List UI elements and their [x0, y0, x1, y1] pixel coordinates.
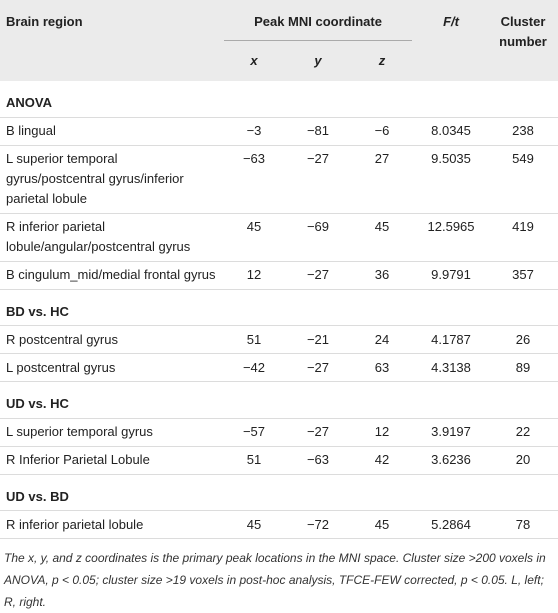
data-row: R postcentral gyrus 51 −21 24 4.1787 26: [0, 326, 558, 354]
value-cell: −72: [306, 516, 330, 532]
value-cell: 20: [515, 452, 531, 467]
value-cell: −3: [246, 123, 262, 138]
section-row: BD vs. HC: [0, 289, 558, 326]
value-cell: 45: [374, 516, 390, 532]
value-cell: 45: [374, 219, 390, 234]
value-cell: 238: [512, 123, 534, 138]
value-cell: −27: [306, 151, 330, 166]
value-cell: −63: [242, 151, 266, 166]
value-cell: 51: [246, 452, 262, 467]
section-title: BD vs. HC: [6, 303, 69, 319]
header-cell: x: [250, 53, 258, 68]
value-cell: 51: [246, 331, 262, 347]
value-cell: 26: [515, 331, 531, 347]
header-cell: z: [378, 53, 386, 68]
header-cell: Brain region: [6, 14, 83, 29]
header-cell: y: [314, 53, 322, 68]
region-cell: R postcentral gyrus: [6, 331, 118, 347]
value-cell: 24: [374, 331, 390, 347]
region-cell: L superior temporal gyrus: [6, 424, 153, 439]
value-cell: 36: [374, 267, 390, 282]
value-cell: −63: [306, 452, 330, 467]
data-row: R inferior parietal lobule/angular/postc…: [0, 213, 558, 261]
table-header: Brain region Peak MNI coordinate F/t Clu…: [0, 0, 558, 81]
value-cell: 63: [374, 359, 390, 375]
value-cell: −27: [306, 267, 330, 282]
value-cell: −42: [242, 359, 266, 375]
value-cell: −27: [306, 359, 330, 375]
value-cell: 42: [374, 452, 390, 467]
results-table: Brain region Peak MNI coordinate F/t Clu…: [0, 0, 558, 539]
section-title: ANOVA: [6, 95, 52, 110]
header-cell: F/t: [443, 14, 459, 29]
value-cell: −69: [306, 219, 330, 234]
value-cell: −27: [306, 424, 330, 439]
value-cell: 3.6236: [431, 452, 471, 467]
data-row: B lingual −3 −81 −6 8.0345 238: [0, 117, 558, 145]
value-cell: 8.0345: [431, 123, 471, 138]
header-cell: Peak MNI coordinate: [224, 12, 413, 41]
value-cell: 27: [374, 151, 390, 166]
value-cell: 12.5965: [427, 219, 475, 234]
region-cell: R inferior parietal lobule: [6, 516, 144, 532]
value-cell: −6: [374, 123, 390, 138]
region-cell: B cingulum_mid/medial frontal gyrus: [6, 267, 216, 282]
value-cell: 549: [512, 151, 534, 166]
value-cell: 78: [515, 516, 531, 532]
data-row: L postcentral gyrus −42 −27 63 4.3138 89: [0, 354, 558, 382]
value-cell: 9.5035: [431, 151, 471, 166]
value-cell: 45: [246, 219, 262, 234]
value-cell: 357: [512, 267, 534, 282]
value-cell: 4.1787: [431, 331, 471, 347]
value-cell: −57: [242, 424, 266, 439]
section-row: UD vs. BD: [0, 474, 558, 511]
value-cell: 12: [374, 424, 390, 439]
value-cell: 3.9197: [431, 424, 471, 439]
value-cell: 5.2864: [431, 516, 471, 532]
data-row: L superior temporal gyrus −57 −27 12 3.9197 2…: [0, 418, 558, 446]
data-row: R Inferior Parietal Lobule 51 −63 42 3.6236 2…: [0, 446, 558, 474]
section-title: UD vs. HC: [6, 396, 69, 411]
section-row: ANOVA: [0, 81, 558, 117]
value-cell: 89: [515, 359, 531, 375]
value-cell: 45: [246, 516, 262, 532]
section-title: UD vs. BD: [6, 488, 69, 504]
value-cell: 4.3138: [431, 359, 471, 375]
region-cell: L postcentral gyrus: [6, 359, 116, 375]
table-body: ANOVA B lingual −3 −81 −6 8.0345 238 L superior…: [0, 81, 558, 539]
value-cell: 12: [246, 267, 262, 282]
region-cell: R inferior parietal lobule/angular/postc…: [6, 219, 191, 254]
data-row: R inferior parietal lobule 45 −72 45 5.2864 7…: [0, 511, 558, 539]
data-row: L superior temporal gyrus/postcentral gy…: [0, 145, 558, 213]
value-cell: −21: [306, 331, 330, 347]
value-cell: 419: [512, 219, 534, 234]
value-cell: 9.9791: [431, 267, 471, 282]
region-cell: L superior temporal gyrus/postcentral gy…: [6, 151, 184, 206]
value-cell: 22: [515, 424, 531, 439]
section-row: UD vs. HC: [0, 382, 558, 418]
value-cell: −81: [306, 123, 330, 138]
footnote: The x, y, and z coordinates is the prima…: [4, 551, 546, 609]
data-row: B cingulum_mid/medial frontal gyrus 12 −27…: [0, 261, 558, 289]
region-cell: B lingual: [6, 123, 56, 138]
region-cell: R Inferior Parietal Lobule: [6, 452, 150, 467]
header-cell: Cluster number: [499, 14, 547, 49]
